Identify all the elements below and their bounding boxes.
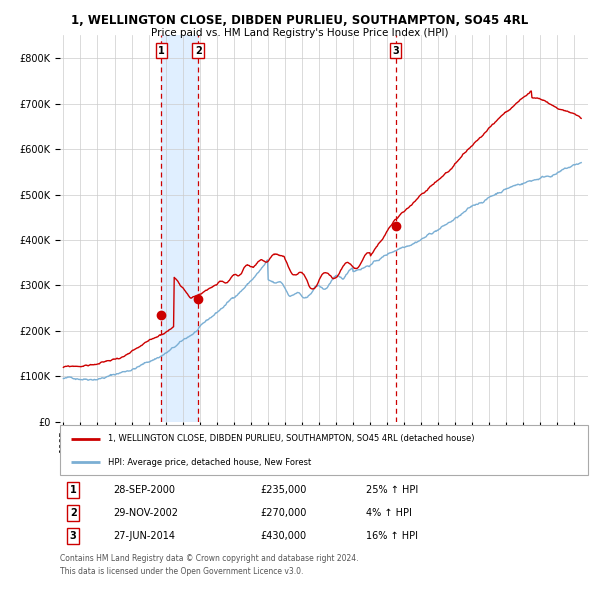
Text: 3: 3	[392, 46, 399, 56]
Text: 1, WELLINGTON CLOSE, DIBDEN PURLIEU, SOUTHAMPTON, SO45 4RL: 1, WELLINGTON CLOSE, DIBDEN PURLIEU, SOU…	[71, 14, 529, 27]
Text: 27-JUN-2014: 27-JUN-2014	[113, 531, 175, 541]
Text: Contains HM Land Registry data © Crown copyright and database right 2024.: Contains HM Land Registry data © Crown c…	[60, 553, 359, 563]
Text: 16% ↑ HPI: 16% ↑ HPI	[366, 531, 418, 541]
Text: 1, WELLINGTON CLOSE, DIBDEN PURLIEU, SOUTHAMPTON, SO45 4RL (detached house): 1, WELLINGTON CLOSE, DIBDEN PURLIEU, SOU…	[107, 434, 474, 443]
Text: HPI: Average price, detached house, New Forest: HPI: Average price, detached house, New …	[107, 458, 311, 467]
Text: £235,000: £235,000	[260, 485, 307, 495]
Text: 4% ↑ HPI: 4% ↑ HPI	[366, 508, 412, 518]
Text: 1: 1	[158, 46, 165, 56]
Text: 29-NOV-2002: 29-NOV-2002	[113, 508, 178, 518]
Bar	[161, 35, 199, 422]
Text: 28-SEP-2000: 28-SEP-2000	[113, 485, 175, 495]
Text: 25% ↑ HPI: 25% ↑ HPI	[366, 485, 418, 495]
Text: This data is licensed under the Open Government Licence v3.0.: This data is licensed under the Open Gov…	[60, 566, 304, 576]
FancyBboxPatch shape	[60, 425, 588, 475]
Text: £430,000: £430,000	[260, 531, 307, 541]
Text: Price paid vs. HM Land Registry's House Price Index (HPI): Price paid vs. HM Land Registry's House …	[151, 28, 449, 38]
Text: 2: 2	[195, 46, 202, 56]
Text: 2: 2	[70, 508, 77, 518]
Text: £270,000: £270,000	[260, 508, 307, 518]
Text: 1: 1	[70, 485, 77, 495]
Text: 3: 3	[70, 531, 77, 541]
